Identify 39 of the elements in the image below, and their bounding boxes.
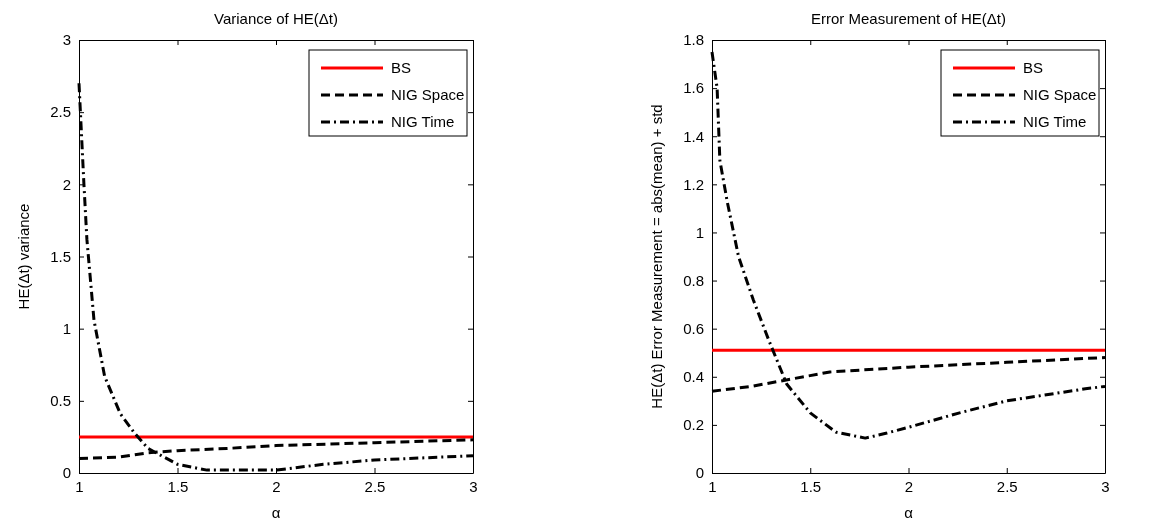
- y-tick-label: 1.6: [683, 79, 704, 97]
- y-tick-label: 3: [62, 31, 71, 49]
- y-tick-label: 2.5: [50, 103, 71, 121]
- y-tick-label: 1: [695, 223, 704, 241]
- legend-label: NIG Space: [391, 86, 465, 103]
- y-tick-label: 0: [695, 464, 704, 482]
- x-tick-label: 2.5: [364, 477, 386, 495]
- y-tick-label: 1.2: [683, 175, 704, 193]
- y-axis-title: HE(Δt) variance: [15, 203, 32, 310]
- x-tick-label: 2: [272, 477, 281, 495]
- x-axis-title: α: [904, 504, 914, 521]
- y-axis-title: HE(Δt) Error Measurement = abs(mean) + std: [648, 104, 665, 409]
- chart-title: Error Measurement of HE(Δt): [810, 10, 1007, 27]
- legend-label: NIG Time: [1023, 113, 1087, 130]
- x-axis-title: α: [271, 504, 281, 521]
- x-tick-label: 3: [1101, 477, 1110, 495]
- x-tick-label: 1: [708, 477, 717, 495]
- y-tick-label: 0: [62, 464, 71, 482]
- x-tick-label: 2: [904, 477, 914, 495]
- y-tick-label: 1.8: [683, 31, 704, 49]
- y-tick-label: 0.4: [683, 368, 704, 386]
- x-tick-label: 1: [75, 477, 84, 495]
- x-tick-label: 1.5: [167, 477, 189, 495]
- y-tick-label: 1.4: [683, 127, 704, 145]
- x-tick-label: 2.5: [996, 477, 1018, 495]
- x-tick-label: 3: [469, 477, 478, 495]
- x-tick-label: 1.5: [800, 477, 822, 495]
- y-tick-label: 0.6: [683, 319, 704, 337]
- chart-title: Variance of HE(Δt): [214, 10, 338, 27]
- y-tick-label: 2: [62, 175, 71, 193]
- y-tick-label: 1.5: [50, 247, 71, 265]
- legend-label: BS: [1023, 59, 1044, 76]
- legend-label: NIG Space: [1023, 86, 1097, 103]
- y-tick-label: 0.2: [683, 416, 704, 434]
- y-tick-label: 0.8: [683, 271, 704, 289]
- legend-label: BS: [391, 59, 412, 76]
- legend-label: NIG Time: [391, 113, 455, 130]
- y-tick-label: 1: [62, 319, 71, 337]
- y-tick-label: 0.5: [50, 392, 71, 410]
